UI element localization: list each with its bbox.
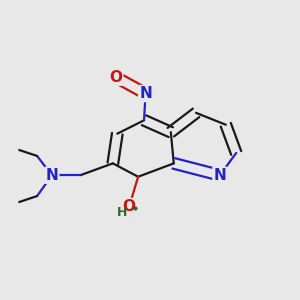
Text: N: N [214,168,226,183]
Text: O: O [109,70,122,85]
Text: H: H [117,206,127,219]
Text: O: O [123,199,136,214]
Text: N: N [46,168,58,183]
Text: N: N [139,86,152,101]
